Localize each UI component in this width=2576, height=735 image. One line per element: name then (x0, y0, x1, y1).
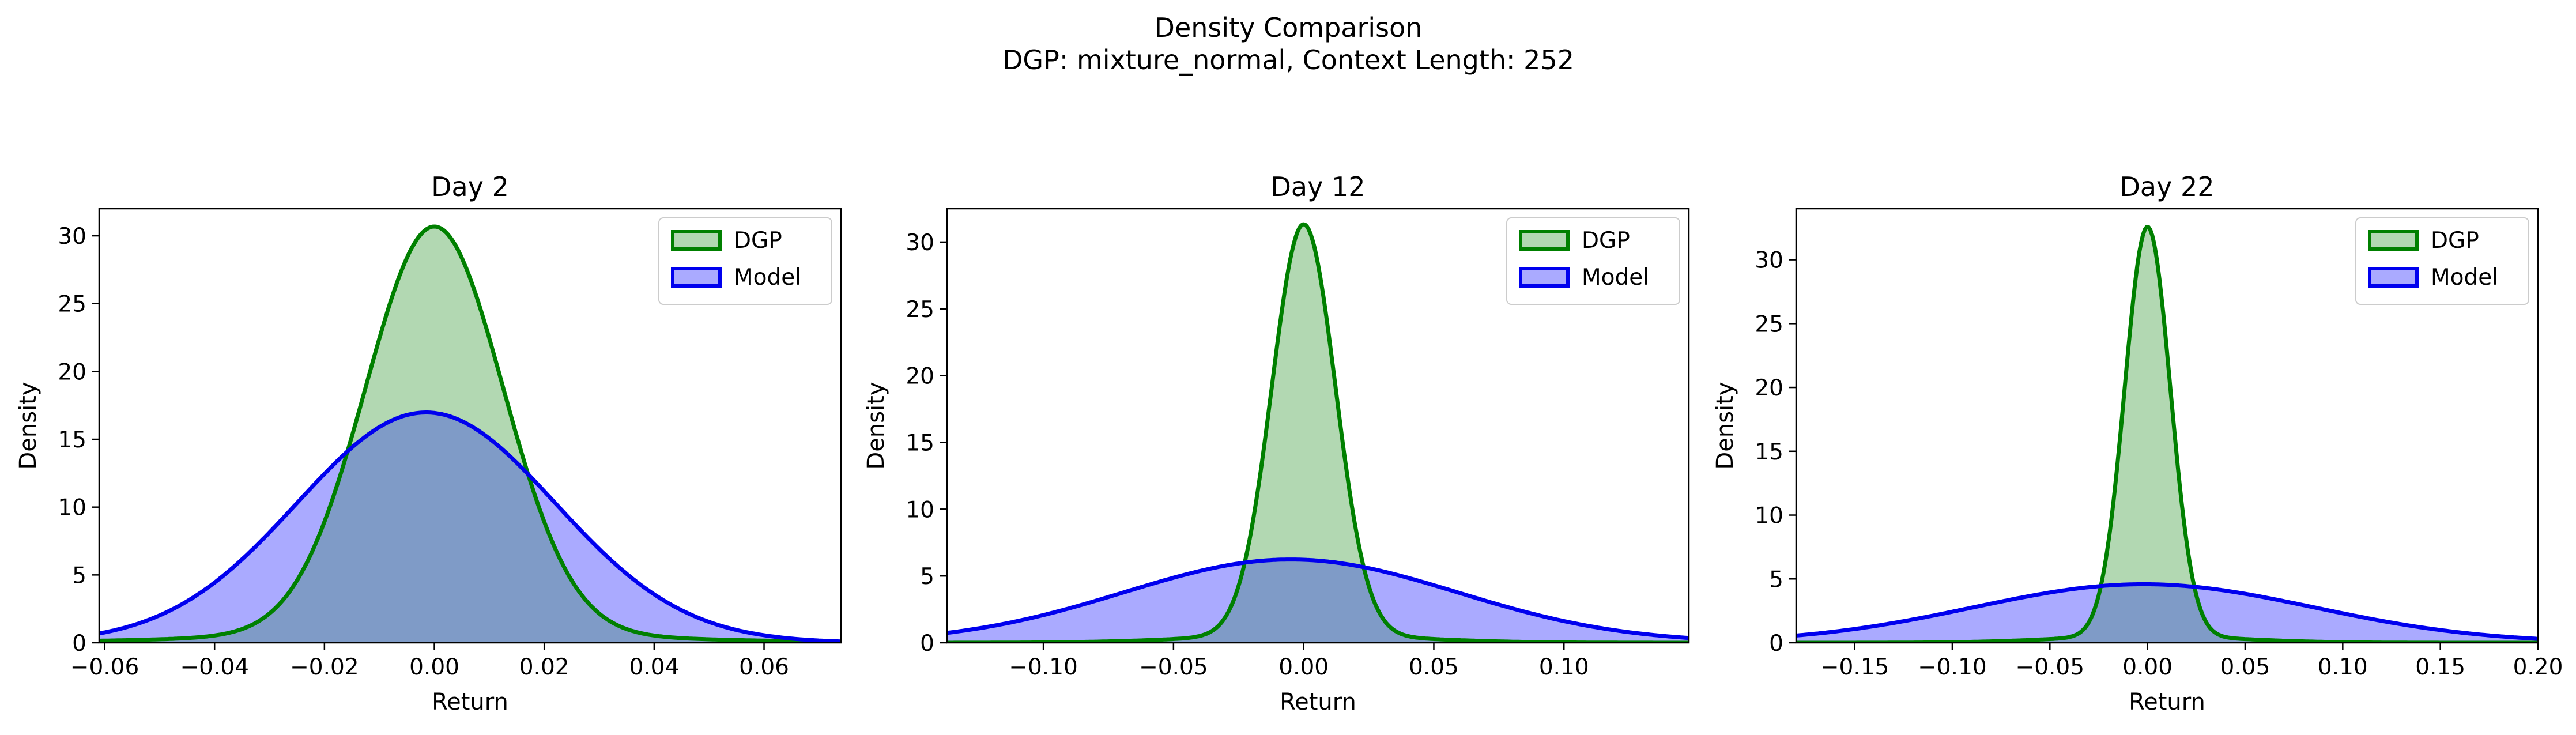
day-22-xtick-label: −0.10 (1918, 654, 1987, 680)
day-22-ytick-label: 0 (1769, 631, 1783, 657)
panel-day-2: −0.06 −0.04 −0.02 0.00 0.02 0.04 0.06 0 5 10 15 20 2… (15, 171, 842, 715)
day-12-axes-frame (946, 208, 1690, 644)
day-12-model-line (947, 557, 1689, 640)
day-2-xtick-label: 0.00 (409, 654, 459, 680)
day-22-ytick-label: 30 (1755, 248, 1783, 274)
day-12-xtick-label: −0.05 (1139, 654, 1208, 680)
day-22-ytick-label: 5 (1769, 567, 1783, 593)
day-22-title: Day 22 (2120, 171, 2215, 202)
day-2-ytick-label: 30 (58, 224, 86, 250)
day-22-ylabel: Density (1712, 382, 1738, 469)
day-2-legend-label-model: Model (734, 265, 801, 291)
day-22-xtick-label: −0.05 (2016, 654, 2085, 680)
day-12-xtick-label: 0.05 (1409, 654, 1459, 680)
day-12-legend: DGP Model (1506, 217, 1680, 305)
day-2-legend-swatch-dgp (671, 230, 722, 251)
day-22-xtick-label: −0.15 (1820, 654, 1889, 680)
day-22-ytick-label: 15 (1755, 439, 1783, 465)
day-12-xtick-label: −0.10 (1009, 654, 1078, 680)
day-2-ylabel: Density (15, 382, 42, 469)
day-22-plot-area (1796, 225, 2538, 643)
day-2-plot-area (99, 224, 841, 643)
figure-subtitle: DGP: mixture_normal, Context Length: 252 (1002, 44, 1574, 76)
day-2-title: Day 2 (431, 171, 509, 202)
day-22-ytick-label: 20 (1755, 375, 1783, 401)
day-12-legend-swatch-dgp (1519, 230, 1570, 251)
day-22-xtick-label: 0.15 (2415, 654, 2465, 680)
day-22-legend-label-model: Model (2431, 265, 2498, 291)
day-2-xtick-label: −0.02 (290, 654, 359, 680)
day-22-axes-frame (1795, 208, 2539, 644)
day-22-ytick-label: 10 (1755, 503, 1783, 529)
day-22-xtick-label: 0.20 (2513, 654, 2563, 680)
day-12-legend-swatch-model (1519, 267, 1570, 288)
day-12-ylabel: Density (863, 382, 889, 469)
day-2-legend-label-dgp: DGP (734, 228, 782, 254)
day-22-xtick-label: 0.00 (2122, 654, 2173, 680)
day-2-dgp-line (99, 224, 841, 643)
day-2-legend-swatch-model (671, 267, 722, 288)
panel-day-22: −0.15 −0.10 −0.05 0.00 0.05 0.10 0.15 0.20 0 5 10 1… (1712, 171, 2563, 715)
day-2-ytick-label: 5 (72, 563, 86, 589)
day-2-xtick-label: 0.02 (519, 654, 569, 680)
day-2-xtick-label: 0.04 (629, 654, 679, 680)
day-22-xtick-label: 0.10 (2318, 654, 2368, 680)
day-2-axes-frame (98, 208, 842, 644)
day-2-ytick-label: 25 (58, 292, 86, 318)
day-12-title: Day 12 (1271, 171, 1366, 202)
figure-title: Density Comparison (1155, 12, 1423, 43)
day-22-overlap-area (1796, 584, 2538, 643)
day-22-legend-label-dgp: DGP (2431, 228, 2479, 254)
day-12-ytick-label: 15 (906, 430, 934, 456)
day-2-xtick-label: −0.04 (180, 654, 249, 680)
day-22-xlabel: Return (2129, 689, 2205, 715)
day-2-legend: DGP Model (658, 217, 832, 305)
day-12-dgp-area (947, 224, 1689, 643)
panel-day-12: −0.10 −0.05 0.00 0.05 0.10 0 5 10 15 20 25 30 Day 12… (863, 171, 1690, 715)
day-12-ytick-label: 25 (906, 297, 934, 323)
day-12-ytick-label: 0 (920, 631, 934, 657)
day-2-xlabel: Return (432, 689, 508, 715)
day-2-ytick-label: 15 (58, 427, 86, 453)
day-22-legend-swatch-dgp (2368, 230, 2419, 251)
day-2-ytick-label: 20 (58, 359, 86, 385)
day-2-model-line (99, 410, 841, 643)
day-12-xtick-label: 0.10 (1539, 654, 1589, 680)
day-2-ytick-label: 10 (58, 495, 86, 521)
day-12-xlabel: Return (1280, 689, 1356, 715)
day-12-legend-label-dgp: DGP (1582, 228, 1630, 254)
day-12-overlap-area (947, 559, 1689, 643)
day-22-legend-swatch-model (2368, 267, 2419, 288)
day-2-xtick-label: 0.06 (739, 654, 789, 680)
day-22-ytick-label: 25 (1755, 311, 1783, 337)
day-12-xtick-label: 0.00 (1278, 654, 1329, 680)
day-2-overlap-area (99, 412, 841, 643)
day-12-ytick-label: 20 (906, 364, 934, 390)
day-12-legend-label-model: Model (1582, 265, 1649, 291)
day-12-ytick-label: 5 (920, 564, 934, 590)
day-12-ytick-label: 30 (906, 230, 934, 256)
day-2-xtick-label: −0.06 (70, 654, 139, 680)
day-2-ytick-label: 0 (72, 631, 86, 657)
day-22-model-line (1796, 582, 2538, 641)
day-22-dgp-area (1796, 227, 2538, 643)
day-22-xtick-label: 0.05 (2220, 654, 2270, 680)
day-22-legend: DGP Model (2355, 217, 2529, 305)
day-12-ytick-label: 10 (906, 497, 934, 523)
